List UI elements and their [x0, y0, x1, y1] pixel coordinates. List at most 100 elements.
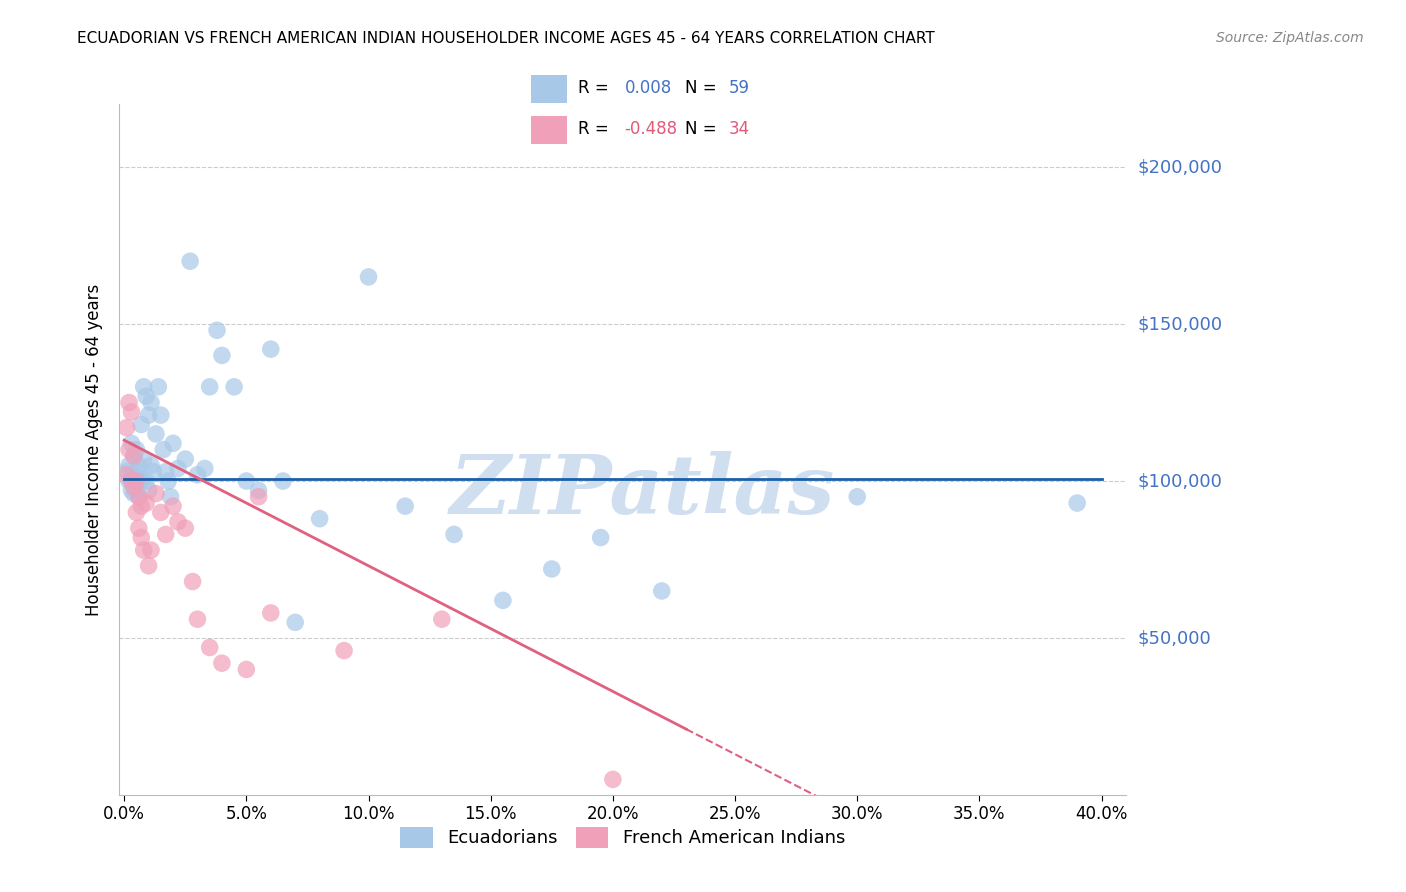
Point	[118, 474, 141, 488]
Point	[125, 477, 148, 491]
Point	[846, 490, 869, 504]
Point	[157, 474, 180, 488]
Point	[260, 606, 283, 620]
Point	[132, 380, 155, 394]
Point	[129, 499, 152, 513]
Point	[138, 408, 160, 422]
Point	[128, 490, 150, 504]
Point	[149, 408, 172, 422]
Point	[186, 612, 208, 626]
Point	[142, 465, 165, 479]
Point	[159, 490, 181, 504]
Text: $100,000: $100,000	[1137, 472, 1222, 490]
Text: Source: ZipAtlas.com: Source: ZipAtlas.com	[1216, 31, 1364, 45]
Point	[139, 395, 162, 409]
Point	[139, 458, 162, 473]
Text: R =: R =	[578, 120, 614, 138]
Point	[540, 562, 562, 576]
Point	[145, 426, 167, 441]
Point	[174, 452, 197, 467]
Point	[235, 663, 257, 677]
Y-axis label: Householder Income Ages 45 - 64 years: Householder Income Ages 45 - 64 years	[86, 284, 103, 615]
Point	[132, 543, 155, 558]
Point	[132, 452, 155, 467]
Point	[135, 496, 157, 510]
Point	[128, 471, 150, 485]
Point	[122, 486, 145, 500]
Point	[135, 474, 157, 488]
Point	[181, 574, 204, 589]
Point	[152, 442, 174, 457]
Point	[651, 583, 673, 598]
Point	[129, 474, 152, 488]
Point	[492, 593, 515, 607]
Point	[211, 656, 233, 670]
Point	[333, 643, 356, 657]
Point	[211, 348, 233, 362]
Point	[115, 420, 138, 434]
Point	[430, 612, 453, 626]
Point	[118, 395, 141, 409]
Point	[129, 417, 152, 432]
Point	[174, 521, 197, 535]
Point	[167, 461, 190, 475]
Point	[115, 467, 138, 482]
Point	[122, 480, 145, 494]
Point	[139, 543, 162, 558]
Point	[118, 458, 141, 473]
Point	[394, 499, 416, 513]
Point	[121, 405, 143, 419]
Point	[284, 615, 307, 630]
Point	[121, 483, 143, 498]
Point	[125, 483, 148, 498]
Point	[155, 465, 177, 479]
Point	[128, 458, 150, 473]
Point	[271, 474, 294, 488]
Text: $200,000: $200,000	[1137, 158, 1222, 176]
Text: 59: 59	[728, 78, 749, 96]
Point	[135, 389, 157, 403]
Text: $150,000: $150,000	[1137, 315, 1222, 333]
Text: N =: N =	[685, 120, 721, 138]
Point	[186, 467, 208, 482]
Point	[198, 380, 221, 394]
Legend: Ecuadorians, French American Indians: Ecuadorians, French American Indians	[394, 820, 852, 855]
Text: R =: R =	[578, 78, 614, 96]
Point	[121, 474, 143, 488]
Point	[122, 449, 145, 463]
Text: -0.488: -0.488	[624, 120, 678, 138]
Text: N =: N =	[685, 78, 721, 96]
Point	[602, 772, 624, 787]
Point	[247, 490, 270, 504]
Point	[128, 490, 150, 504]
Point	[115, 465, 138, 479]
Text: $50,000: $50,000	[1137, 629, 1211, 647]
Bar	[531, 75, 567, 103]
Point	[167, 515, 190, 529]
Point	[121, 436, 143, 450]
Point	[138, 483, 160, 498]
Point	[125, 474, 148, 488]
Point	[125, 465, 148, 479]
Point	[122, 449, 145, 463]
Point	[128, 521, 150, 535]
Point	[235, 474, 257, 488]
Point	[125, 442, 148, 457]
Point	[129, 531, 152, 545]
Point	[260, 342, 283, 356]
Point	[224, 380, 246, 394]
Point	[122, 467, 145, 482]
Bar	[531, 116, 567, 144]
Point	[155, 527, 177, 541]
Point	[308, 512, 330, 526]
Point	[589, 531, 612, 545]
Point	[1066, 496, 1088, 510]
Point	[162, 436, 184, 450]
Point	[145, 486, 167, 500]
Text: ECUADORIAN VS FRENCH AMERICAN INDIAN HOUSEHOLDER INCOME AGES 45 - 64 YEARS CORRE: ECUADORIAN VS FRENCH AMERICAN INDIAN HOU…	[77, 31, 935, 46]
Point	[247, 483, 270, 498]
Text: ZIPatlas: ZIPatlas	[450, 451, 835, 531]
Point	[118, 442, 141, 457]
Point	[205, 323, 228, 337]
Point	[357, 269, 380, 284]
